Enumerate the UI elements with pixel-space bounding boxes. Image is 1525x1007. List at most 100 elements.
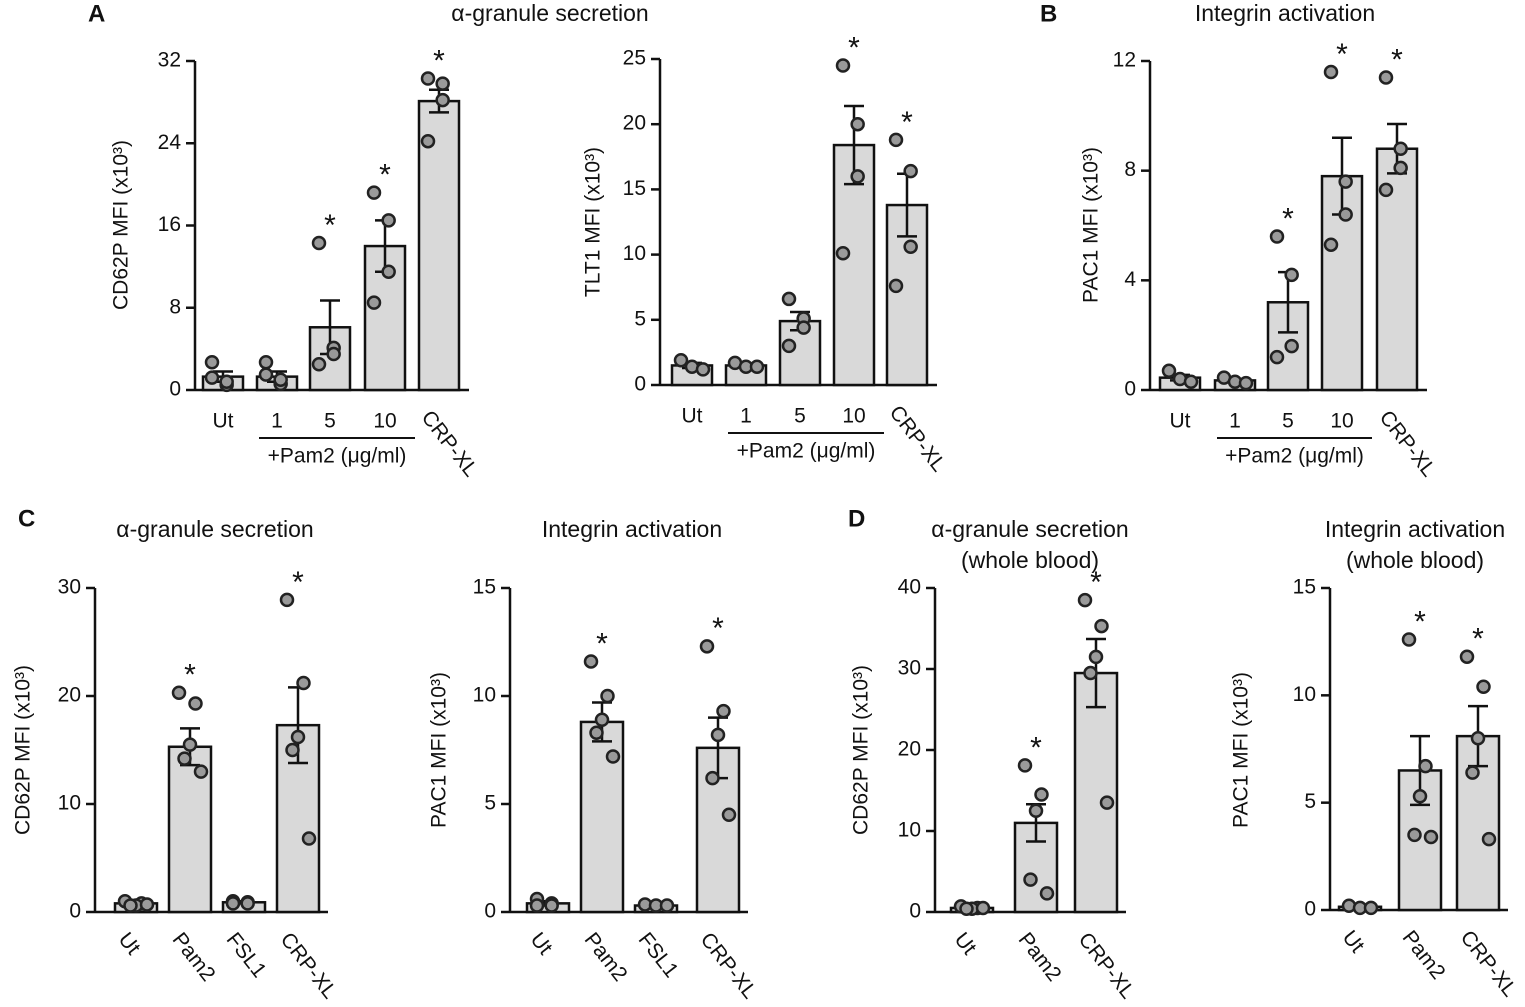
data-point <box>659 898 675 913</box>
significance-star: * <box>1472 623 1484 656</box>
data-point <box>1028 803 1044 818</box>
data-point <box>1378 70 1394 85</box>
data-point <box>171 685 187 701</box>
data-point <box>1161 363 1177 379</box>
data-point <box>258 354 274 370</box>
y-tick-label: 20 <box>58 684 81 707</box>
y-tick-label: 10 <box>898 819 921 842</box>
data-point <box>781 291 797 307</box>
panel-letter: B <box>1040 0 1057 27</box>
y-tick-label: 20 <box>623 112 646 135</box>
data-point <box>290 729 306 745</box>
x-tick-label: Pam2 <box>1014 928 1066 985</box>
data-point <box>1094 618 1109 634</box>
data-point <box>1077 592 1093 608</box>
data-point <box>721 807 737 823</box>
data-point <box>673 352 689 368</box>
y-tick-label: 4 <box>1124 268 1136 291</box>
significance-star: * <box>596 627 608 660</box>
data-point <box>273 372 288 387</box>
significance-star: * <box>901 106 913 139</box>
data-point <box>1393 160 1408 176</box>
data-point <box>1393 141 1408 156</box>
data-point <box>850 169 865 184</box>
data-point <box>1238 375 1254 391</box>
y-tick-label: 30 <box>58 576 81 599</box>
data-point <box>600 688 615 704</box>
data-point <box>903 239 918 255</box>
data-point <box>1323 237 1339 252</box>
x-tick-label: CRP-XL <box>276 928 342 1003</box>
data-point <box>285 742 300 758</box>
data-point <box>1459 649 1475 664</box>
data-point <box>1363 900 1379 916</box>
data-point <box>1407 827 1422 843</box>
data-point <box>258 367 274 382</box>
significance-star: * <box>1391 43 1403 76</box>
panel-letter: A <box>88 0 105 27</box>
x-tick-label: Ut <box>682 405 703 428</box>
group-label: +Pam2 (μg/ml) <box>268 445 407 468</box>
x-tick-label: 10 <box>842 405 865 428</box>
data-point <box>279 592 295 608</box>
group-label: +Pam2 (μg/ml) <box>1225 445 1364 468</box>
y-tick-label: 5 <box>484 792 496 815</box>
y-tick-label: 0 <box>1304 898 1316 921</box>
data-point <box>583 654 599 669</box>
x-tick-label: CRP-XL <box>696 928 762 1003</box>
chart-title: Integrin activation <box>542 516 722 542</box>
panel-letter: D <box>848 505 865 532</box>
x-tick-label: CRP-XL <box>885 401 951 476</box>
data-point <box>1083 665 1098 681</box>
data-point <box>219 374 234 390</box>
y-tick-label: 32 <box>158 49 181 72</box>
data-point <box>1323 64 1339 80</box>
data-point <box>1338 174 1353 189</box>
chart-title: α-granule secretion <box>116 516 313 542</box>
y-tick-label: 15 <box>1293 576 1316 599</box>
data-point <box>381 213 396 228</box>
y-tick-label: 8 <box>1124 158 1136 181</box>
x-tick-label: Ut <box>1338 926 1369 957</box>
data-point <box>240 896 255 911</box>
bar <box>417 99 461 392</box>
x-tick-label: Ut <box>1170 410 1191 433</box>
y-axis-label: TLT1 MFI (x10³) <box>582 147 605 297</box>
data-point <box>1017 758 1033 773</box>
data-point <box>529 898 545 913</box>
data-point <box>705 770 720 786</box>
data-point <box>123 898 138 913</box>
data-point <box>888 278 904 294</box>
significance-star: * <box>379 159 391 192</box>
data-point <box>710 727 726 743</box>
x-tick-label: 5 <box>1282 410 1294 433</box>
chart-title: (whole blood) <box>961 547 1099 573</box>
data-point <box>193 764 209 779</box>
data-point <box>204 370 220 385</box>
data-point <box>420 71 436 86</box>
data-point <box>366 185 382 200</box>
data-point <box>435 76 450 91</box>
data-point <box>435 92 450 108</box>
data-point <box>1284 338 1299 354</box>
y-tick-label: 12 <box>1113 49 1136 72</box>
y-axis-label: PAC1 MFI (x10³) <box>1080 147 1103 303</box>
y-tick-label: 5 <box>1304 790 1316 813</box>
x-tick-label: 5 <box>324 410 336 433</box>
data-point <box>1338 207 1353 222</box>
data-point <box>296 675 311 691</box>
x-tick-label: 10 <box>1330 410 1353 433</box>
data-point <box>1039 886 1055 901</box>
significance-star: * <box>324 209 336 242</box>
data-point <box>1269 229 1285 244</box>
data-point <box>594 712 610 728</box>
y-axis-label: CD62P MFI (x10³) <box>850 665 873 835</box>
data-point <box>381 264 396 280</box>
x-tick-label: Ut <box>114 928 145 959</box>
data-point <box>1269 349 1285 365</box>
data-point <box>888 132 904 148</box>
data-point <box>1423 829 1439 845</box>
data-point <box>225 896 241 911</box>
y-axis-label: CD62P MFI (x10³) <box>12 665 35 835</box>
chart-title: α-granule secretion <box>451 0 648 26</box>
